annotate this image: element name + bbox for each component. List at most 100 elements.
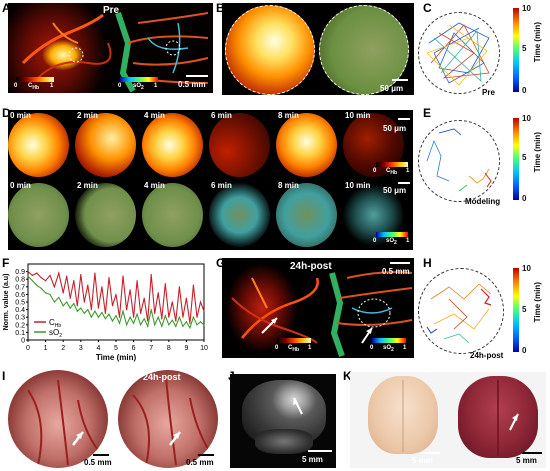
panel-b-image: 50 μm [222, 3, 414, 95]
chb-time-series: 0 min 2 min 4 min 6 min 8 min 10 min [8, 110, 413, 180]
so2-frame-1 [75, 183, 136, 247]
cb-max: 1 [406, 168, 410, 174]
vessel-overlay [21, 12, 209, 93]
x-tick-label: 6 [132, 345, 136, 352]
data-point [203, 310, 205, 312]
cb-min: 0 [373, 168, 377, 174]
chb-colorbar [277, 338, 311, 343]
scale-bar-left [420, 452, 440, 454]
panel-a-title: Pre [103, 5, 120, 16]
y-tick-label: 0.3 [15, 315, 25, 322]
chb-colorbar [376, 162, 408, 167]
data-point [69, 307, 71, 309]
x-tick-label: 8 [167, 345, 171, 352]
scale-label: 0.5 mm [382, 267, 410, 276]
panel-a-label: A [2, 1, 11, 15]
scale-label: 50 μm [380, 84, 404, 93]
panel-g-title: 24h-post [290, 261, 332, 272]
x-tick-label: 4 [96, 345, 100, 352]
data-point [182, 325, 184, 327]
cb-name-main: C [28, 83, 33, 89]
cb-min: 0 [275, 345, 279, 351]
y-tick-label: 0.6 [15, 292, 25, 299]
y-tick-label: 0.1 [15, 330, 25, 337]
data-point [53, 286, 56, 288]
data-point [140, 312, 142, 314]
data-point [192, 316, 195, 318]
data-point [83, 301, 85, 303]
scale-bar-top [398, 118, 410, 120]
cb-max: 1 [50, 83, 54, 89]
cb2-name-main: sO [386, 238, 395, 244]
cb2-name: sO2 [383, 345, 394, 353]
data-point [133, 316, 135, 318]
x-tick-label: 10 [200, 345, 208, 352]
so2-zoom-circle [319, 5, 409, 95]
data-point [76, 305, 78, 307]
cbar-max: 10 [522, 264, 531, 273]
cb2-min: 0 [370, 345, 374, 351]
data-point [108, 313, 110, 315]
data-point [49, 274, 51, 276]
scale-bar [390, 262, 410, 264]
data-point [87, 309, 89, 311]
data-point [58, 296, 60, 299]
data-point [196, 324, 198, 326]
panel-h-caption: 24h-post [470, 351, 504, 360]
so2-time-series: 0 min 2 min 4 min 6 min 8 min 10 min [8, 180, 413, 250]
chb-frame-3 [209, 113, 270, 177]
data-point [154, 324, 156, 326]
data-point [66, 301, 68, 303]
cbar-max: 10 [522, 4, 531, 13]
data-point [185, 321, 187, 323]
frame-time-label: 10 min [345, 111, 371, 120]
scale-label: 5 mm [302, 455, 323, 464]
cbar-title: Time (min) [533, 282, 542, 323]
legend-label: sO2 [49, 328, 62, 339]
data-point [150, 309, 152, 311]
cb2-name-sub: 2 [141, 85, 144, 92]
cb-name-main: C [386, 168, 391, 174]
data-point [171, 319, 173, 321]
data-point [154, 312, 156, 314]
y-axis-label: Norm. value (a.u) [3, 274, 10, 331]
frame-time-label: 4 min [144, 181, 165, 190]
time-colorbar [513, 118, 519, 200]
x-tick-label: 5 [114, 345, 118, 352]
data-point [27, 271, 29, 273]
data-point [69, 297, 71, 299]
panel-e-caption: Modeling [465, 197, 501, 206]
so2-colorbar [120, 77, 158, 82]
data-point [118, 316, 121, 318]
frame-time-label: 6 min [211, 111, 232, 120]
cbar-mid: 5 [522, 44, 527, 53]
data-point [189, 327, 191, 329]
data-point [31, 274, 33, 276]
data-point [115, 293, 117, 295]
cb2-name-main: sO [383, 345, 392, 351]
cbar-title: Time (min) [533, 22, 542, 63]
cbar-min: 0 [522, 194, 527, 203]
cb2-name: sO2 [386, 238, 397, 246]
legend-label-sub: Hb [55, 323, 62, 329]
data-point [192, 284, 195, 286]
cb2-max: 1 [154, 83, 158, 89]
data-point [136, 313, 138, 315]
trajectory-plot-modeling [418, 120, 500, 202]
data-point [111, 305, 114, 307]
cb-name: CHb [386, 168, 397, 176]
legend-label: CHb [49, 318, 61, 329]
data-point [171, 301, 173, 303]
panel-k-label: K [343, 369, 352, 383]
data-point [31, 280, 33, 282]
so2-frame-0 [8, 183, 69, 247]
data-point [203, 324, 205, 326]
data-point [199, 301, 202, 303]
data-point [40, 277, 42, 279]
panel-d-image: 0 min 2 min 4 min 6 min 8 min 10 min 0 min 2 m… [8, 110, 413, 250]
data-point [97, 316, 99, 318]
panel-a-image: Pre 0 CHb 1 0 sO2 1 0.5 mm [8, 3, 213, 93]
x-tick-label: 2 [61, 345, 65, 352]
data-point [90, 316, 92, 318]
cranial-window-pre [8, 370, 108, 468]
